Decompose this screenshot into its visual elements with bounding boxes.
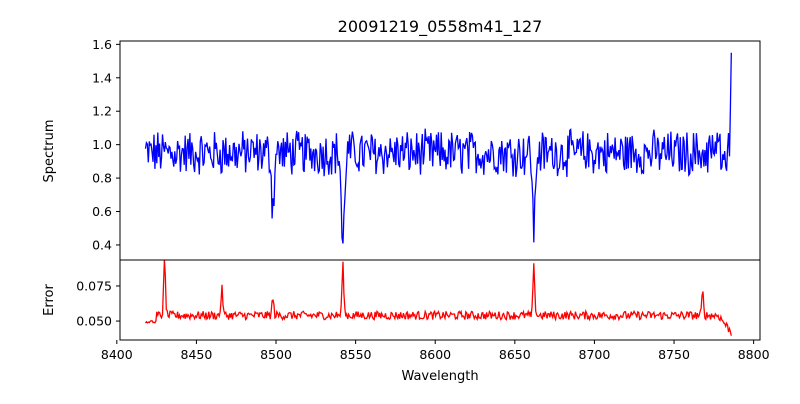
spectrum-series-line (144, 52, 732, 244)
error-axes-frame (119, 259, 761, 341)
spectrum-y-axis-label: Spectrum (42, 120, 57, 183)
spectrum-panel: 0.4 0.6 0.8 1.0 1.2 1.4 1.6 Spectrum (42, 37, 761, 261)
x-tick-label: 8550 (340, 347, 372, 362)
x-tick-label: 8700 (579, 347, 611, 362)
error-y-tick-label: 0.075 (76, 278, 112, 293)
spectrum-axes-frame (119, 40, 761, 261)
spectrum-y-tick-label: 0.4 (92, 237, 112, 252)
x-tick-label: 8400 (101, 347, 133, 362)
error-y-axis-label: Error (42, 284, 57, 316)
spectrum-y-tick-label: 1.2 (92, 104, 112, 119)
spectrum-y-tick-label: 1.4 (92, 70, 112, 85)
x-axis-label: Wavelength (401, 369, 478, 384)
spectrum-y-ticks: 0.4 0.6 0.8 1.0 1.2 1.4 1.6 (92, 37, 120, 252)
chart-title: 20091219_0558m41_127 (338, 17, 543, 37)
error-y-ticks: 0.050 0.075 (76, 278, 120, 329)
x-tick-label: 8750 (658, 347, 690, 362)
x-tick-label: 8650 (499, 347, 531, 362)
spectrum-y-tick-label: 1.0 (92, 137, 112, 152)
x-tick-label: 8600 (419, 347, 451, 362)
x-tick-label: 8500 (260, 347, 292, 362)
spectrum-y-tick-label: 1.6 (92, 37, 112, 52)
x-tick-label: 8800 (738, 347, 770, 362)
x-tick-label: 8450 (181, 347, 213, 362)
error-y-tick-label: 0.050 (76, 314, 112, 329)
spectrum-y-tick-label: 0.8 (92, 171, 112, 186)
wavelength-x-ticks: 8400 8450 8500 8550 8600 8650 8700 8750 8800 (101, 340, 770, 362)
spectrum-y-tick-label: 0.6 (92, 204, 112, 219)
error-series-line (144, 260, 732, 336)
